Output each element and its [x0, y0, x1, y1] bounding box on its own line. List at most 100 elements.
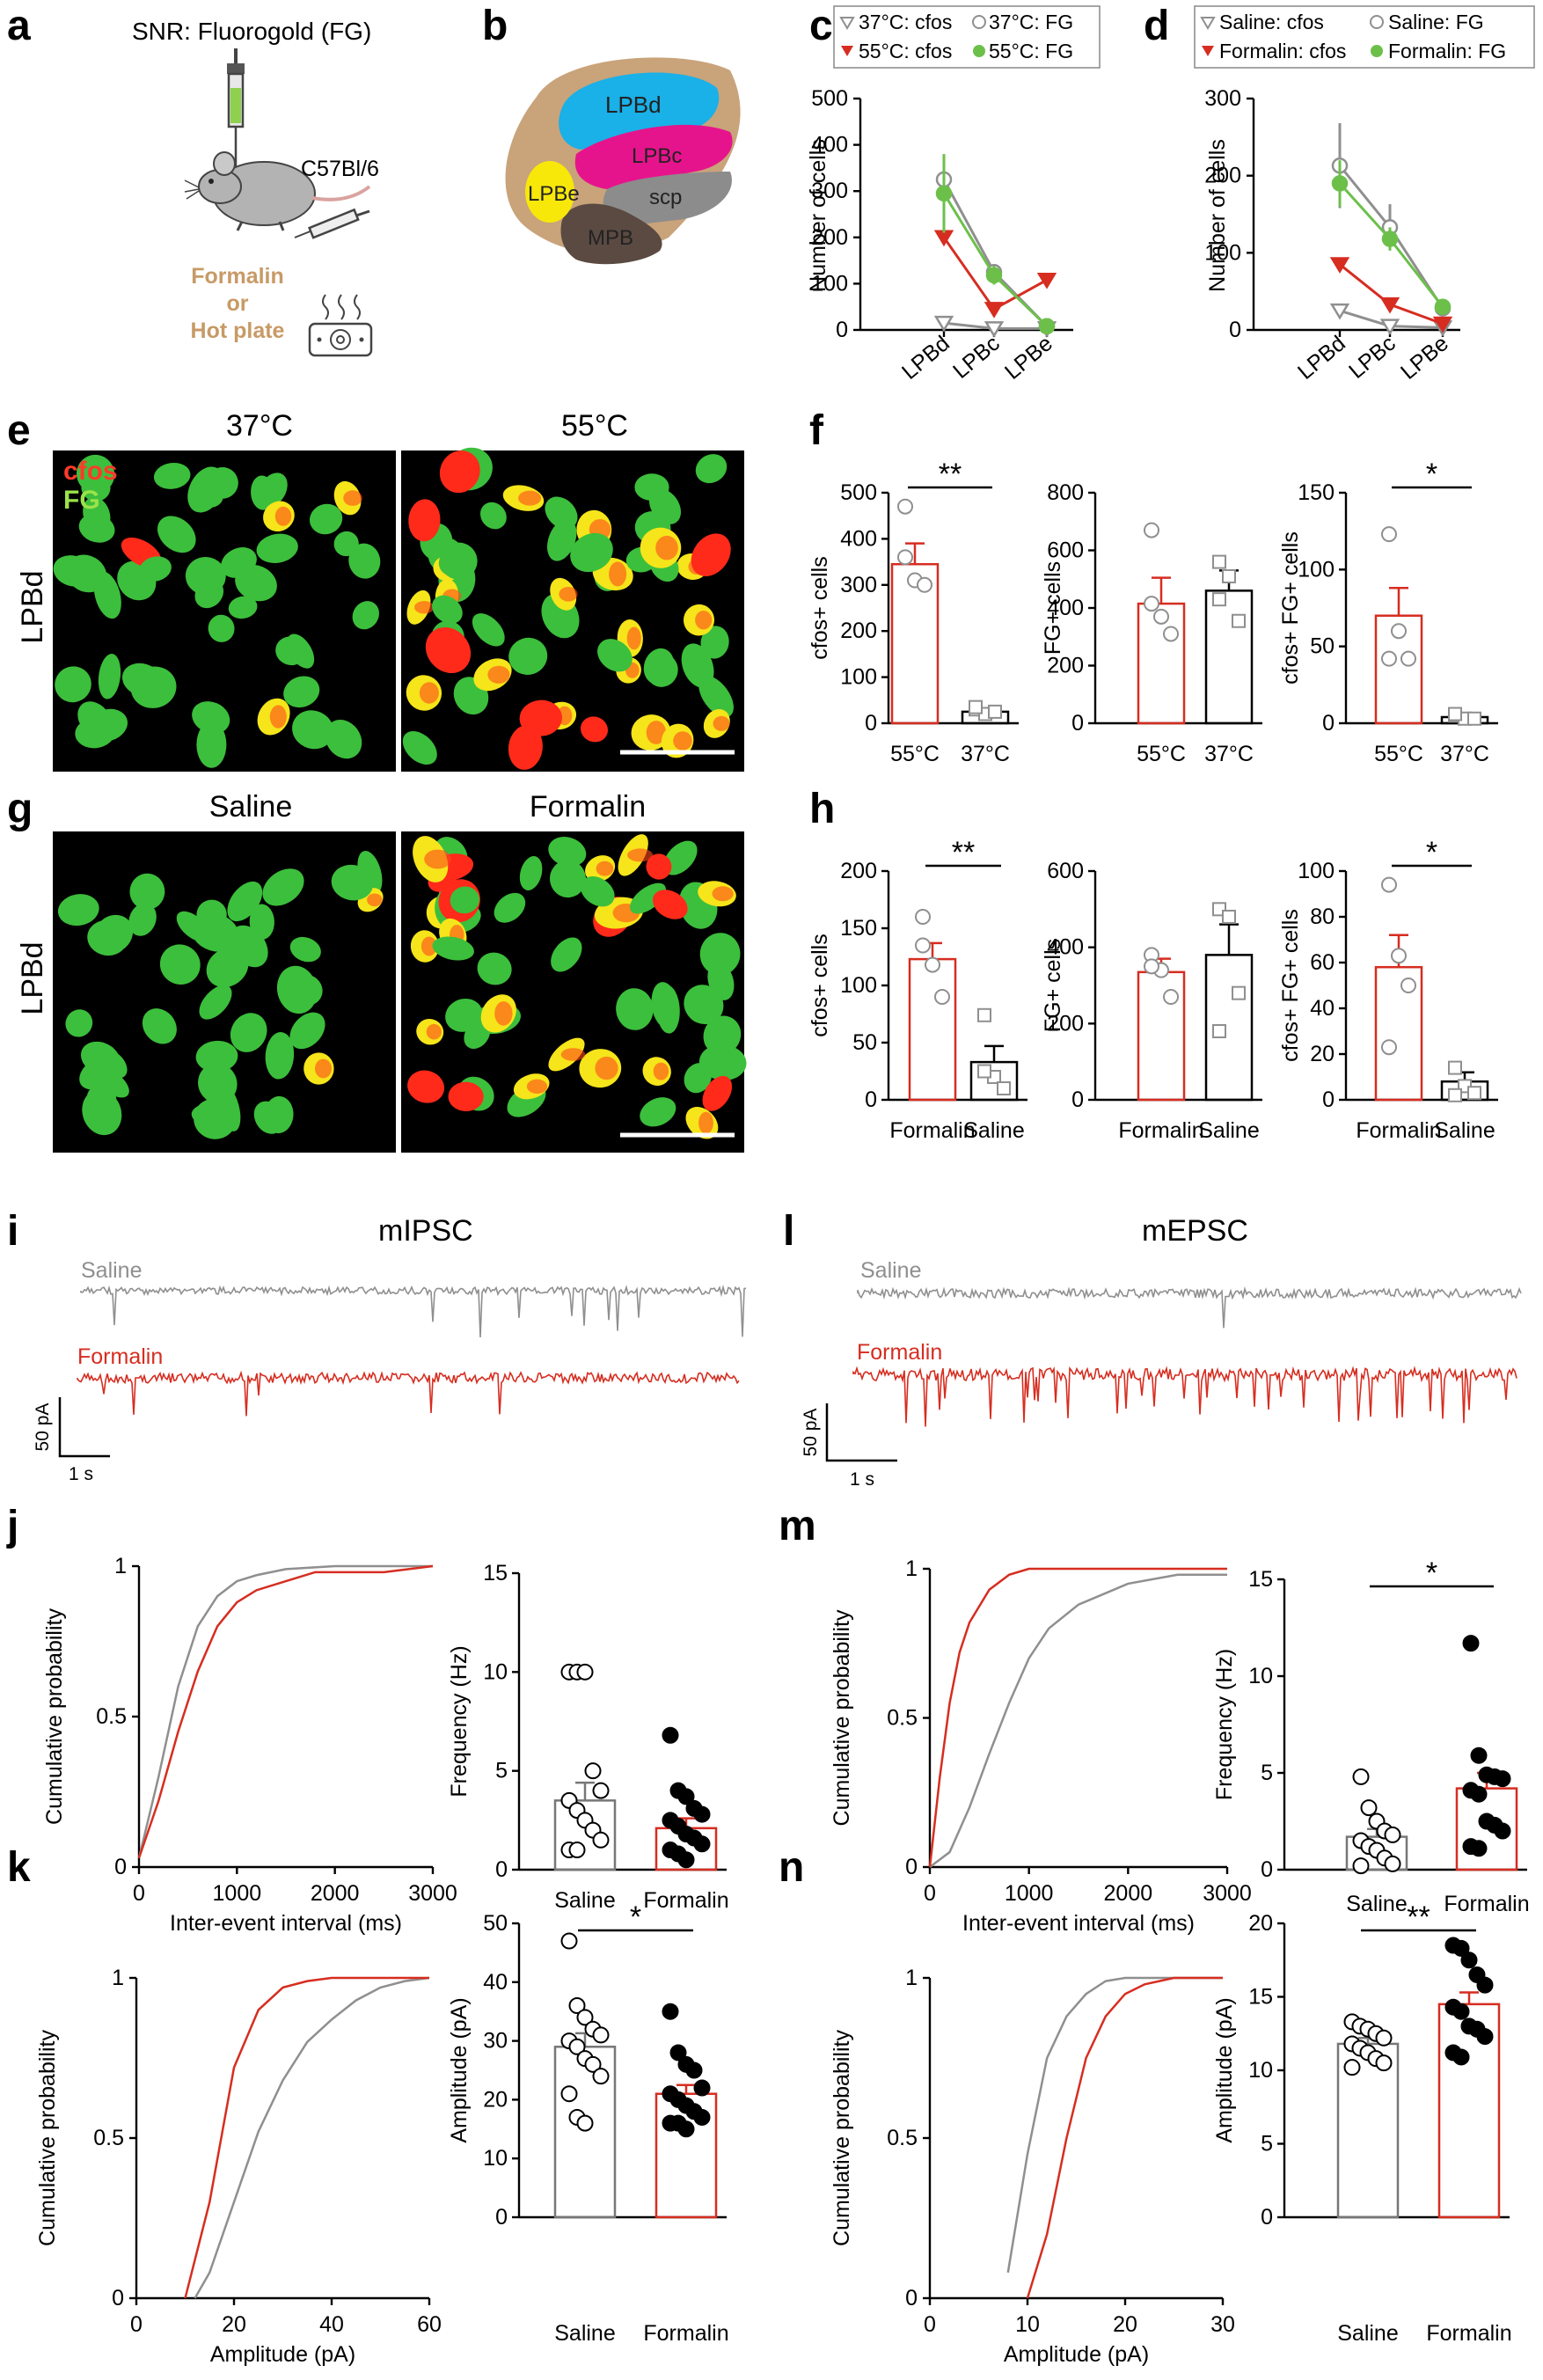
significance-label: *: [630, 1900, 641, 1934]
y-tick-label: 0: [905, 1855, 918, 1879]
data-point: [669, 2044, 687, 2061]
y-tick-label: 1: [905, 1556, 918, 1581]
data-point: [1494, 1822, 1511, 1840]
data-point: [1476, 1976, 1494, 1994]
chart-h3: 0 20 40 60 80 100 cfos+ FG+ cells FormalinSalin…: [1278, 836, 1498, 1143]
cell-core: [426, 1023, 442, 1040]
cell: [251, 475, 274, 510]
i-scale-y: 50 pA: [33, 1403, 53, 1452]
x-tick-label: LPBd: [1293, 331, 1350, 384]
x-category-label: Formalin: [1444, 1892, 1529, 1916]
mipsc-traces: [77, 1284, 747, 1417]
data-point: [1452, 2048, 1470, 2066]
x-category-label: 37°C: [1440, 742, 1489, 766]
data-point: [592, 2026, 610, 2044]
data-point: [685, 2061, 703, 2079]
y-tick-label: 100: [811, 271, 848, 296]
data-point: [977, 1007, 991, 1022]
x-category-label: Saline: [1434, 1118, 1495, 1143]
data-point: [677, 1788, 695, 1805]
cell: [289, 936, 321, 963]
y-axis-label: Frequency (Hz): [447, 1645, 472, 1797]
x-tick-label: 2000: [1104, 1881, 1153, 1906]
data-point: [584, 2055, 602, 2073]
stim-hotplate: Hot plate: [191, 319, 285, 343]
y-axis-label: Cumulative probability: [35, 2030, 60, 2246]
cell: [235, 564, 277, 602]
y-tick-label: 0: [114, 1855, 127, 1879]
y-tick-label: 20: [1248, 1911, 1273, 1936]
cell-core: [419, 682, 439, 704]
panel-a-title: SNR: Fluorogold (FG): [132, 18, 371, 45]
y-axis-label: cfos+ cells: [808, 556, 832, 659]
x-axis-label: Amplitude (pA): [210, 2342, 355, 2367]
x-tick-label: 0: [924, 2312, 936, 2337]
legend-c: 37°C: cfos 37°C: FG 55°C: cfos 55°C: FG: [833, 5, 1101, 69]
y-axis-label: Number of cells: [806, 139, 830, 292]
y-tick-label: 1: [114, 1554, 127, 1578]
l-scale-y: 50 pA: [801, 1409, 821, 1457]
cell: [309, 503, 343, 535]
cell: [331, 864, 374, 901]
cell: [159, 944, 201, 985]
cell-core: [698, 1111, 713, 1134]
data-point: [1448, 1087, 1462, 1102]
region-scp: [603, 172, 732, 227]
cell: [580, 716, 609, 743]
cell-core: [424, 849, 451, 869]
cell: [208, 614, 235, 642]
y-tick-label: 500: [811, 86, 848, 111]
data-point: [1232, 985, 1246, 1000]
data-point: [560, 1932, 578, 1950]
cell: [652, 890, 688, 919]
data-point: [693, 1835, 711, 1853]
chart-k2: 0 10 20 30 40 50 Amplitude (pA) Saline Formalin *: [447, 1900, 729, 2346]
legend-c-3: 55°C: cfos: [859, 40, 952, 62]
y-axis-label: FG+ cells: [1041, 561, 1065, 655]
data-point: [969, 699, 983, 714]
x-category-label: Formalin: [1426, 2321, 1511, 2346]
y-tick-label: 0.5: [887, 2126, 918, 2150]
chart-f2: 0 200 400 600 800 FG+ cells 55°C 37°C: [1041, 480, 1262, 766]
cell: [695, 454, 728, 484]
x-axis-label: Inter-event interval (ms): [170, 1911, 402, 1936]
point-55°C: FG: [985, 267, 1003, 284]
data-point: [915, 909, 931, 925]
y-tick-label: 30: [483, 2029, 508, 2054]
region-mpb: [560, 203, 662, 265]
data-point: [917, 576, 932, 593]
cell: [325, 719, 362, 759]
data-point: [1144, 522, 1159, 538]
data-point: [1452, 2003, 1470, 2020]
y-axis-label: FG+ cells: [1041, 939, 1065, 1032]
data-point: [1381, 1039, 1397, 1056]
y-tick-label: 0: [865, 1087, 877, 1112]
cell: [348, 543, 381, 579]
cell: [651, 982, 679, 1029]
data-point: [1494, 1770, 1511, 1788]
y-tick-label: 150: [840, 916, 877, 941]
data-point: [662, 1726, 679, 1744]
data-point: [1391, 623, 1407, 640]
chart-m2: 0 5 10 15 Frequency (Hz) Saline Formalin *: [1212, 1556, 1530, 1916]
data-point: [568, 1997, 586, 2015]
micrograph-e-37c: [53, 450, 396, 772]
label-lpbc: LPBc: [632, 144, 682, 168]
y-tick-label: 200: [811, 225, 848, 250]
cell: [265, 1032, 295, 1080]
cell: [333, 531, 359, 557]
cell: [196, 721, 227, 768]
g-left-title: Saline: [209, 790, 293, 824]
cell-core: [609, 561, 627, 587]
x-category-label: 37°C: [961, 742, 1010, 766]
data-point: [1470, 1747, 1488, 1764]
point-Formalin: cfos: [1379, 297, 1400, 314]
cell: [425, 626, 472, 674]
cell-core: [269, 705, 287, 729]
cell: [121, 663, 163, 697]
y-tick-label: 0: [836, 318, 848, 342]
data-point: [576, 2009, 594, 2026]
cell: [439, 450, 480, 494]
